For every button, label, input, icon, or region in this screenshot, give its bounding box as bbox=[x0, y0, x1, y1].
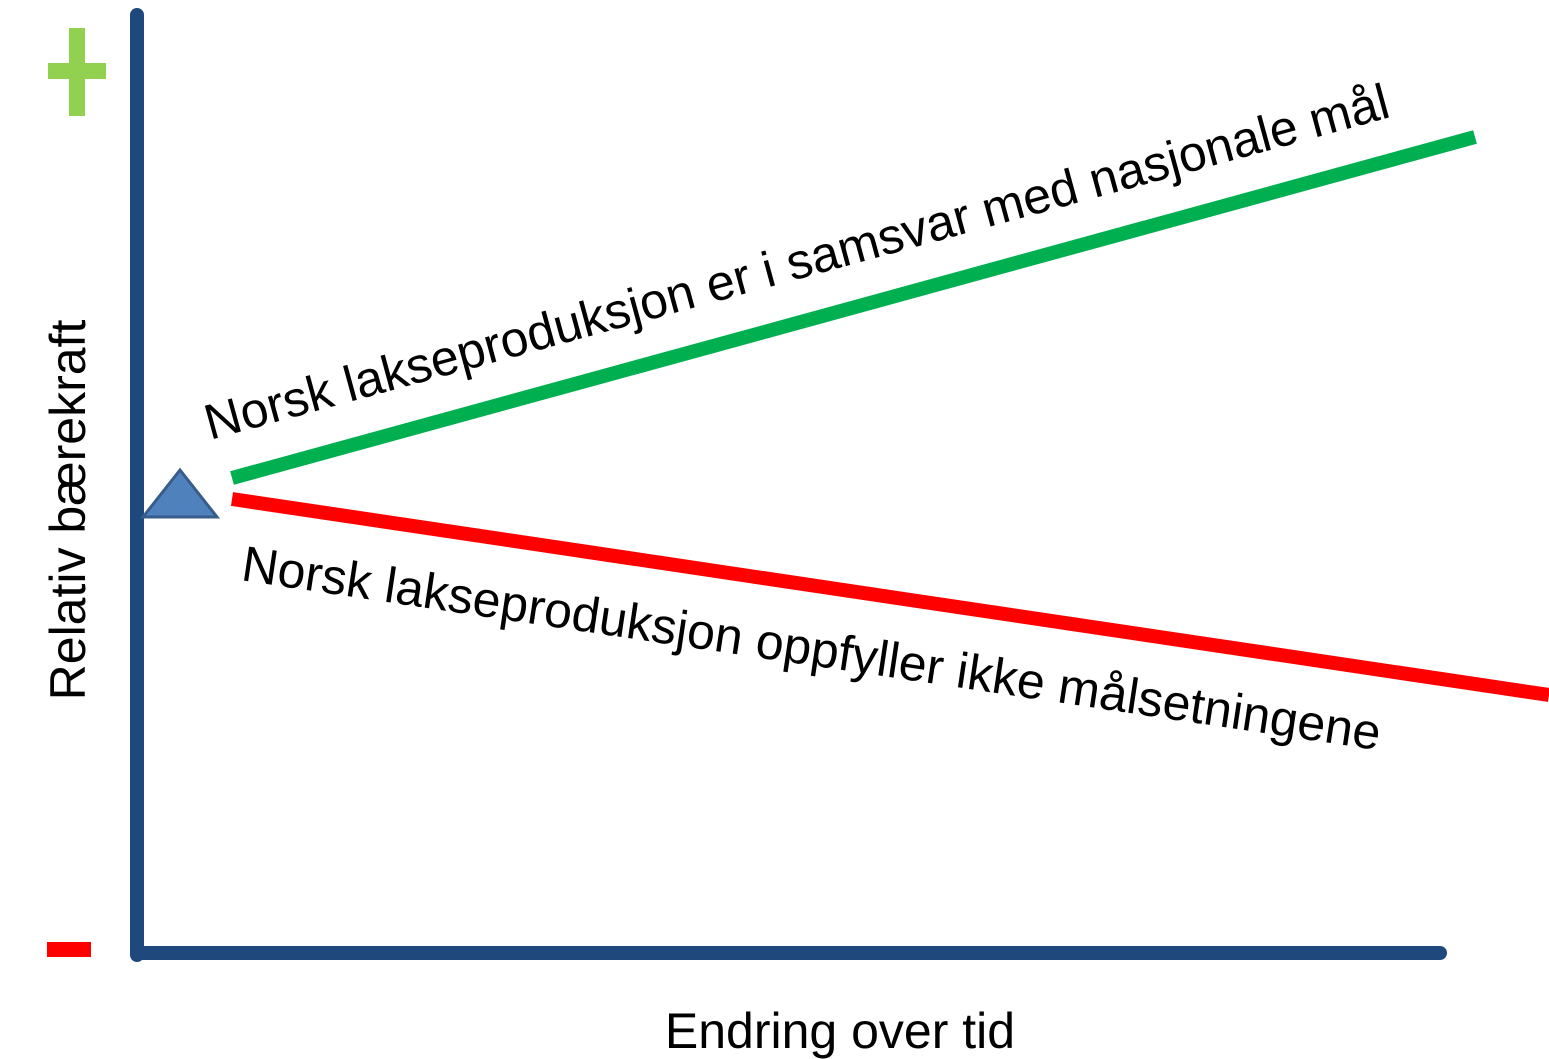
negative-line bbox=[230, 492, 1549, 702]
x-axis-label: Endring over tid bbox=[665, 1003, 1015, 1059]
positive-line bbox=[230, 130, 1477, 485]
start-marker bbox=[139, 467, 221, 519]
minus-icon bbox=[47, 942, 91, 957]
plus-icon-v bbox=[69, 28, 85, 116]
y-axis-label: Relativ bærekraft bbox=[40, 320, 96, 701]
positive-label: Norsk lakseproduksjon er i samsvar med n… bbox=[198, 73, 1395, 450]
